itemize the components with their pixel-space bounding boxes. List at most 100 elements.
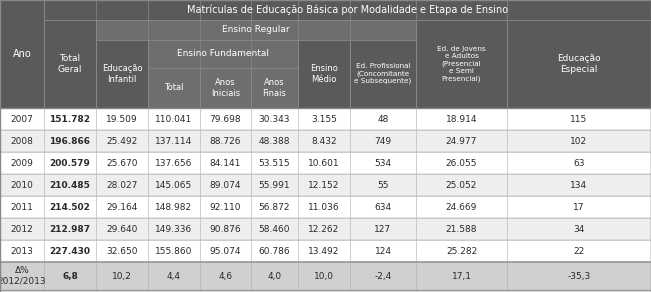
Text: 2012: 2012 <box>10 225 33 234</box>
Bar <box>0 108 651 130</box>
Bar <box>0 240 651 262</box>
Text: 32.650: 32.650 <box>106 246 138 256</box>
Text: 84.141: 84.141 <box>210 159 241 168</box>
Text: 21.588: 21.588 <box>446 225 477 234</box>
Bar <box>251 68 298 108</box>
Text: Ed. de Jovens
e Adultos
(Presencial
e Semi
Presencial): Ed. de Jovens e Adultos (Presencial e Se… <box>437 46 486 81</box>
Text: 55: 55 <box>377 180 389 190</box>
Text: 124: 124 <box>374 246 391 256</box>
Text: 2009: 2009 <box>10 159 33 168</box>
Text: 12.262: 12.262 <box>309 225 340 234</box>
Bar <box>507 20 651 108</box>
Bar <box>350 40 416 108</box>
Text: Educação
Infantil: Educação Infantil <box>102 64 143 84</box>
Text: 4,0: 4,0 <box>268 272 282 281</box>
Text: 11.036: 11.036 <box>308 202 340 211</box>
Text: Matrículas de Educação Básica por Modalidade e Etapa de Ensino: Matrículas de Educação Básica por Modali… <box>187 5 508 15</box>
Text: 34: 34 <box>574 225 585 234</box>
Text: 25.282: 25.282 <box>446 246 477 256</box>
Bar <box>0 262 651 290</box>
Text: 149.336: 149.336 <box>156 225 193 234</box>
Text: 534: 534 <box>374 159 391 168</box>
Text: Δ%
2012/2013: Δ% 2012/2013 <box>0 266 46 286</box>
Text: 24.977: 24.977 <box>446 136 477 145</box>
Bar <box>0 218 651 240</box>
Bar <box>0 0 44 108</box>
Text: 25.492: 25.492 <box>106 136 137 145</box>
Text: 137.656: 137.656 <box>156 159 193 168</box>
Bar <box>148 68 200 108</box>
Text: 55.991: 55.991 <box>258 180 290 190</box>
Text: 2013: 2013 <box>10 246 33 256</box>
Text: 22: 22 <box>574 246 585 256</box>
Text: 29.164: 29.164 <box>106 202 138 211</box>
Text: 151.782: 151.782 <box>49 114 90 124</box>
Bar <box>96 40 148 108</box>
Text: 18.914: 18.914 <box>446 114 477 124</box>
Text: 88.726: 88.726 <box>210 136 242 145</box>
Text: 210.485: 210.485 <box>49 180 90 190</box>
Bar <box>96 20 416 40</box>
Text: 4,4: 4,4 <box>167 272 181 281</box>
Text: 60.786: 60.786 <box>258 246 290 256</box>
Text: Ensino Fundamental: Ensino Fundamental <box>177 50 269 58</box>
Text: -2,4: -2,4 <box>374 272 392 281</box>
Text: 2011: 2011 <box>10 202 33 211</box>
Text: 634: 634 <box>374 202 391 211</box>
Text: 24.669: 24.669 <box>446 202 477 211</box>
Text: 10,2: 10,2 <box>112 272 132 281</box>
Text: 17,1: 17,1 <box>452 272 471 281</box>
Text: 134: 134 <box>570 180 588 190</box>
Bar <box>298 40 350 108</box>
Text: 200.579: 200.579 <box>49 159 90 168</box>
Bar <box>0 174 651 196</box>
Text: 28.027: 28.027 <box>106 180 138 190</box>
Text: 56.872: 56.872 <box>258 202 290 211</box>
Bar <box>416 20 507 108</box>
Text: 148.982: 148.982 <box>156 202 193 211</box>
Text: 4,6: 4,6 <box>219 272 232 281</box>
Bar <box>44 0 651 20</box>
Text: -35,3: -35,3 <box>568 272 590 281</box>
Text: 53.515: 53.515 <box>258 159 290 168</box>
Text: 89.074: 89.074 <box>210 180 242 190</box>
Text: 212.987: 212.987 <box>49 225 90 234</box>
Text: Total: Total <box>164 84 184 93</box>
Text: 2010: 2010 <box>10 180 33 190</box>
Text: 25.052: 25.052 <box>446 180 477 190</box>
Text: 196.866: 196.866 <box>49 136 90 145</box>
Text: 6,8: 6,8 <box>62 272 78 281</box>
Text: 25.670: 25.670 <box>106 159 138 168</box>
Text: 8.432: 8.432 <box>311 136 337 145</box>
Text: 137.114: 137.114 <box>156 136 193 145</box>
Text: Ensino
Médio: Ensino Médio <box>310 64 338 84</box>
Text: 2008: 2008 <box>10 136 33 145</box>
Bar <box>148 40 298 68</box>
Text: 92.110: 92.110 <box>210 202 242 211</box>
Text: 30.343: 30.343 <box>258 114 290 124</box>
Text: 155.860: 155.860 <box>156 246 193 256</box>
Text: Anos
Iniciais: Anos Iniciais <box>211 78 240 98</box>
Text: 10.601: 10.601 <box>308 159 340 168</box>
Text: Educação
Especial: Educação Especial <box>557 54 601 74</box>
Text: 214.502: 214.502 <box>49 202 90 211</box>
Text: 12.152: 12.152 <box>309 180 340 190</box>
Text: 2007: 2007 <box>10 114 33 124</box>
Text: 90.876: 90.876 <box>210 225 242 234</box>
Text: 749: 749 <box>374 136 391 145</box>
Text: 102: 102 <box>570 136 588 145</box>
Bar <box>200 68 251 108</box>
Text: Total
Geral: Total Geral <box>58 54 82 74</box>
Text: 48.388: 48.388 <box>258 136 290 145</box>
Text: 19.509: 19.509 <box>106 114 138 124</box>
Text: 145.065: 145.065 <box>156 180 193 190</box>
Text: 48: 48 <box>378 114 389 124</box>
Text: 63: 63 <box>574 159 585 168</box>
Text: 110.041: 110.041 <box>156 114 193 124</box>
Text: Ano: Ano <box>12 49 31 59</box>
Text: 17: 17 <box>574 202 585 211</box>
Bar <box>0 152 651 174</box>
Text: Ed. Profissional
(Concomitante
e Subsequente): Ed. Profissional (Concomitante e Subsequ… <box>354 63 411 84</box>
Text: 79.698: 79.698 <box>210 114 242 124</box>
Text: 13.492: 13.492 <box>309 246 340 256</box>
